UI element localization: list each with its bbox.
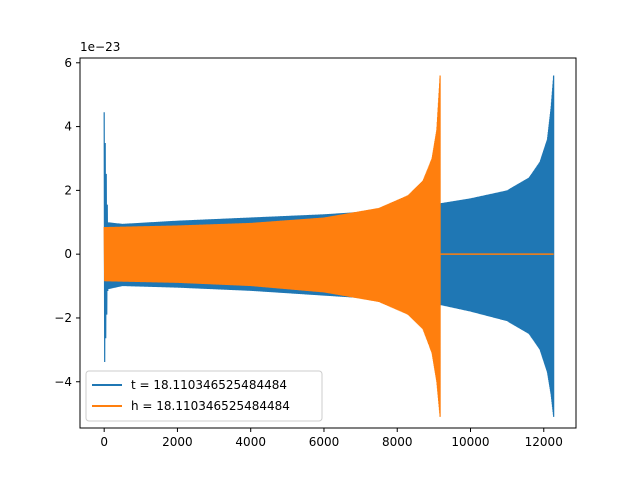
y-offset-label: 1e−23 [80,40,120,54]
y-tick-label: 0 [64,247,72,261]
plot-area [103,75,555,417]
x-tick-label: 6000 [309,435,340,449]
legend-label-h: h = 18.110346525484484 [131,399,290,413]
legend: t = 18.110346525484484 h = 18.1103465254… [85,370,323,422]
x-axis: 0 2000 4000 6000 8000 10000 12000 [100,428,563,449]
y-axis: −4 −2 0 2 4 6 [54,56,80,389]
y-tick-label: −4 [54,375,72,389]
x-tick-label: 10000 [451,435,489,449]
y-tick-label: −2 [54,311,72,325]
series-line-h [103,75,441,417]
legend-label-t: t = 18.110346525484484 [131,378,287,392]
x-tick-label: 2000 [162,435,193,449]
x-tick-label: 4000 [235,435,266,449]
y-tick-label: 2 [64,183,72,197]
legend-box [85,370,323,422]
x-tick-label: 12000 [525,435,563,449]
y-tick-label: 4 [64,120,72,134]
x-tick-label: 8000 [382,435,413,449]
y-tick-label: 6 [64,56,72,70]
axes-frame [79,57,577,429]
x-tick-label: 0 [100,435,108,449]
